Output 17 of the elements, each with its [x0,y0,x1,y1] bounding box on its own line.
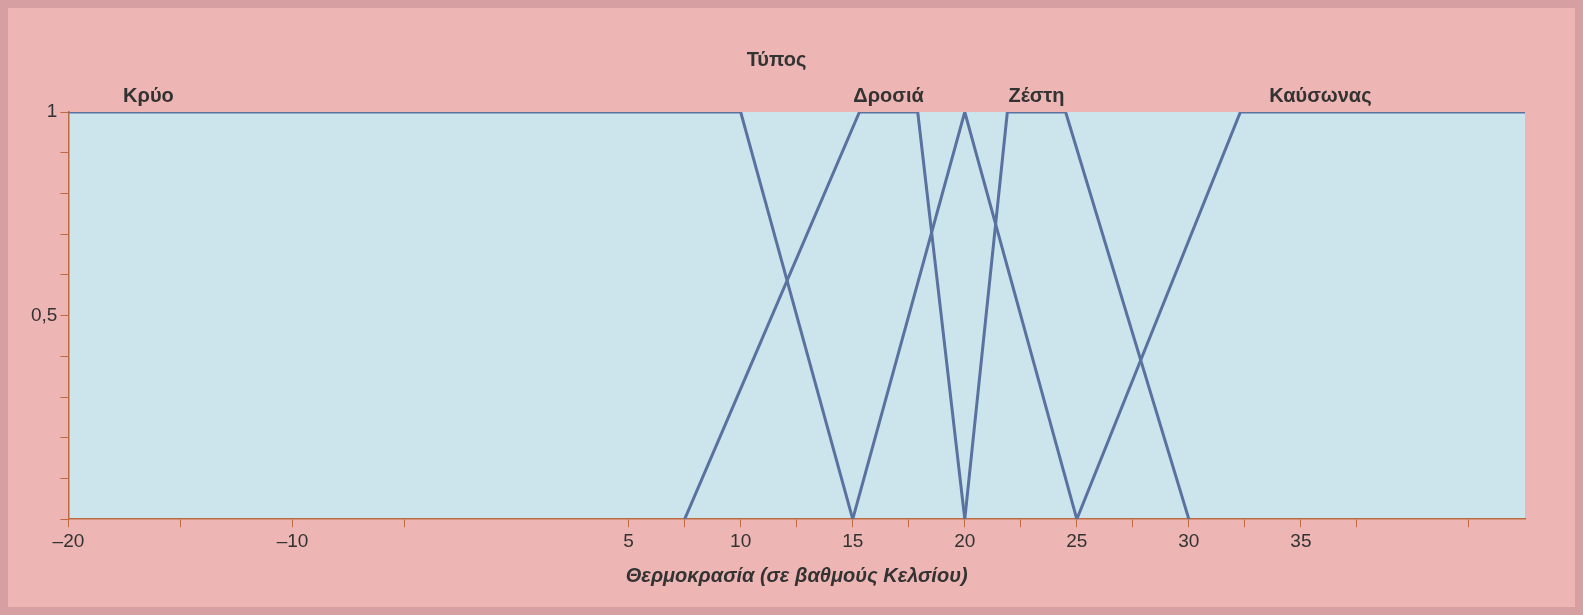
chart-title: Τύπος [746,47,807,70]
x-tick-label: –20 [52,529,85,551]
x-tick-label: 25 [1066,529,1088,551]
x-tick-label: –10 [276,529,309,551]
x-tick-label: 15 [842,529,864,551]
x-tick-label: 20 [954,529,976,551]
x-tick-label: 35 [1290,529,1312,551]
y-tick-label: 1 [46,100,58,122]
series-label: Ζέστη [1008,83,1065,106]
series-label: Κρύο [123,83,174,106]
x-axis-title: Θερμοκρασία (σε βαθμούς Κελσίου) [625,563,968,587]
y-tick-label: 0,5 [30,303,58,325]
x-tick-label: 5 [623,529,634,551]
series-label: Δροσιά [853,83,925,106]
x-tick-label: 10 [730,529,752,551]
series-label: Καύσωνας [1269,83,1372,106]
x-tick-label: 30 [1178,529,1200,551]
